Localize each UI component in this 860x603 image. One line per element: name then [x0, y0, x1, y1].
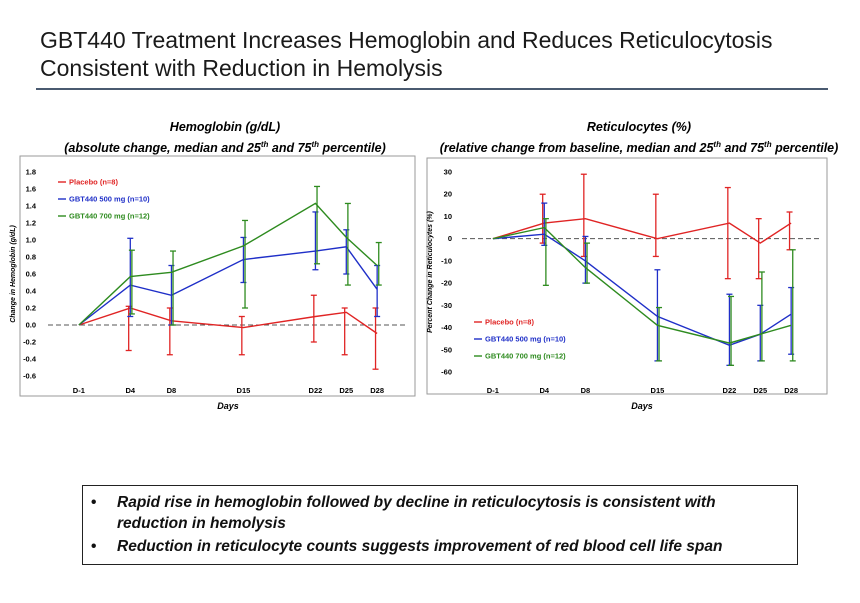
error-bar-gbt700: [789, 249, 796, 362]
y-tick-label: 1.6: [26, 185, 36, 194]
y-tick-label: 1.2: [26, 219, 36, 228]
y-tick-label: 10: [444, 212, 452, 221]
legend-entry-placebo: Placebo (n=8): [485, 318, 534, 327]
x-axis-title: Days: [631, 401, 653, 411]
x-tick-label: D-1: [487, 386, 499, 395]
x-axis-title: Days: [217, 401, 239, 411]
legend-entry-gbt500: GBT440 500 mg (n=10): [69, 195, 150, 204]
chart-frame: [19, 155, 416, 397]
y-tick-label: -50: [441, 345, 452, 354]
y-tick-label: 1.8: [26, 168, 36, 177]
error-bar-placebo: [310, 294, 317, 343]
y-tick-label: 20: [444, 190, 452, 199]
y-tick-label: -0.4: [23, 355, 37, 364]
reticulocyte-chart-title: Reticulocytes (%): [586, 120, 692, 134]
y-axis-title: Percent Change in Reticulocytes (%): [427, 210, 434, 332]
y-tick-label: 0.4: [26, 287, 37, 296]
x-tick-label: D28: [784, 386, 798, 395]
legend-entry-gbt500: GBT440 500 mg (n=10): [485, 335, 566, 344]
y-tick-label: 0.2: [26, 304, 36, 313]
y-tick-label: -60: [441, 368, 452, 377]
legend-entry-gbt700: GBT440 700 mg (n=12): [69, 212, 150, 221]
finding-bullet: • Rapid rise in hemoglobin followed by de…: [91, 494, 716, 532]
error-bar-gbt700: [128, 249, 135, 315]
error-bar-placebo: [341, 307, 348, 356]
finding-text: Reduction in reticulocyte counts suggest…: [117, 538, 723, 555]
y-tick-label: 0.0: [26, 321, 36, 330]
x-tick-label: D15: [237, 386, 251, 395]
x-tick-label: D15: [651, 386, 665, 395]
error-bar-placebo: [724, 186, 731, 280]
x-tick-label: D28: [370, 386, 384, 395]
series-line-gbt700: [78, 202, 378, 326]
y-tick-label: -20: [441, 279, 452, 288]
slide-title: GBT440 Treatment Increases Hemoglobin an…: [40, 26, 830, 82]
y-tick-label: 0.8: [26, 253, 36, 262]
y-tick-label: -30: [441, 301, 452, 310]
finding-text: Rapid rise in hemoglobin followed by dec…: [117, 494, 716, 532]
error-bar-gbt700: [375, 241, 382, 286]
y-axis-title: Change in Hemoglobin (g/dL): [10, 225, 17, 323]
hemoglobin-chart-subtitle: (absolute change, median and 25th and 75…: [64, 140, 386, 156]
title-divider: [36, 88, 828, 90]
x-tick-label: D25: [339, 386, 353, 395]
y-tick-label: -10: [441, 256, 452, 265]
y-tick-label: 1.0: [26, 236, 36, 245]
finding-bullet: • Reduction in reticulocyte counts sugges…: [91, 538, 723, 555]
legend-entry-placebo: Placebo (n=8): [69, 178, 118, 187]
y-tick-label: 1.4: [26, 202, 37, 211]
error-bar-gbt700: [758, 271, 765, 362]
y-tick-label: -0.2: [23, 338, 36, 347]
x-tick-label: D4: [539, 386, 549, 395]
x-tick-label: D8: [167, 386, 177, 395]
error-bar-gbt700: [584, 242, 591, 284]
error-bar-placebo: [238, 315, 245, 356]
error-bar-gbt700: [170, 250, 177, 326]
error-bar-gbt700: [344, 202, 351, 286]
x-tick-label: D22: [723, 386, 737, 395]
error-bar-placebo: [755, 218, 762, 280]
y-tick-label: 0: [448, 234, 452, 243]
x-tick-label: D22: [309, 386, 323, 395]
reticulocyte-chart-subtitle: (relative change from baseline, median a…: [439, 140, 839, 156]
slide-title-line-2: Consistent with Reduction in Hemolysis: [40, 55, 443, 81]
y-tick-label: -40: [441, 323, 452, 332]
y-tick-label: 30: [444, 168, 452, 177]
x-tick-label: D25: [753, 386, 767, 395]
error-bar-gbt700: [542, 218, 549, 286]
series-line-gbt700: [492, 226, 792, 344]
hemoglobin-chart-heading: Hemoglobin (g/dL) (absolute change, medi…: [20, 118, 430, 157]
key-findings-box: • Rapid rise in hemoglobin followed by de…: [82, 485, 798, 565]
x-tick-label: D4: [125, 386, 135, 395]
error-bar-placebo: [652, 193, 659, 258]
hemoglobin-chart-title: Hemoglobin (g/dL): [169, 120, 281, 134]
error-bar-gbt700: [656, 306, 663, 362]
error-bar-gbt700: [728, 295, 735, 366]
y-tick-label: -0.6: [23, 372, 36, 381]
x-tick-label: D-1: [73, 386, 85, 395]
error-bar-gbt700: [242, 219, 249, 309]
x-tick-label: D8: [581, 386, 591, 395]
reticulocyte-chart-heading: Reticulocytes (%) (relative change from …: [425, 118, 853, 157]
slide-title-line-1: GBT440 Treatment Increases Hemoglobin an…: [40, 27, 773, 53]
legend-entry-gbt700: GBT440 700 mg (n=12): [485, 352, 566, 361]
y-tick-label: 0.6: [26, 270, 36, 279]
error-bar-gbt700: [314, 185, 321, 265]
